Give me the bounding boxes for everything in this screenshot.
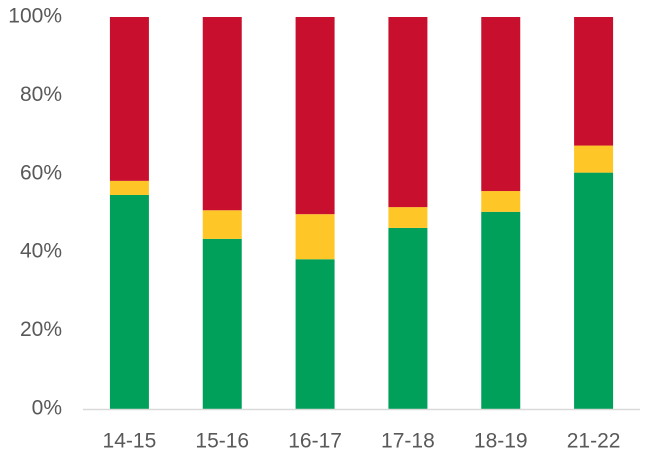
bar-segment [109,17,149,181]
y-axis-tick-labels: 0% 20% 40% 60% 80% 100% [8,5,62,420]
x-tick-label: 18-19 [474,430,528,453]
y-tick-label: 100% [8,5,62,28]
x-tick-label: 15-16 [195,430,249,453]
bar-segment [388,207,428,228]
bar-segment [202,238,242,409]
bar-segment [295,259,335,409]
y-tick-label: 20% [20,318,62,341]
y-tick-label: 40% [20,240,62,263]
bar-segment [202,210,242,239]
x-tick-label: 14-15 [103,430,157,453]
bar-segment [388,17,428,208]
bar-segment [481,17,521,192]
bar-segment [295,214,335,260]
y-tick-label: 60% [20,161,62,184]
bar-segment [574,172,614,409]
bar-segment [481,191,521,212]
bar-segment [388,227,428,409]
x-tick-label: 21-22 [567,430,621,453]
bar-segment [481,211,521,409]
y-tick-label: 80% [20,83,62,106]
x-tick-label: 17-18 [381,430,435,453]
bar-segment [574,145,614,173]
bar-stacks [109,17,614,409]
x-axis-tick-labels: 14-15 15-16 16-17 17-18 18-19 21-22 [103,430,621,453]
x-tick-label: 16-17 [288,430,342,453]
bar-segment [295,17,335,215]
bar-segment [202,17,242,211]
bar-segment [109,194,149,409]
y-tick-label: 0% [32,397,62,420]
bar-segment [109,180,149,195]
bar-segment [574,17,614,146]
